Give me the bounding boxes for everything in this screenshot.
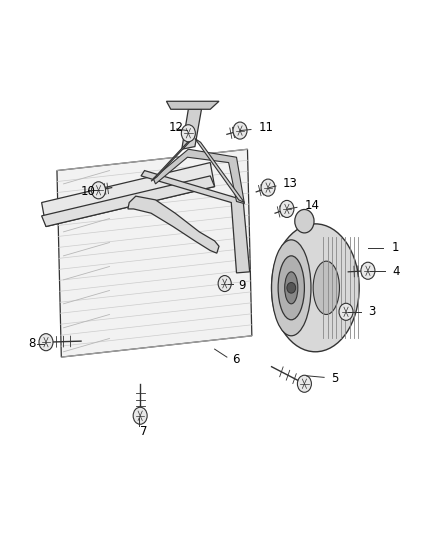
Circle shape <box>297 375 311 392</box>
Circle shape <box>181 125 195 142</box>
Circle shape <box>92 182 106 199</box>
Text: 10: 10 <box>81 185 96 198</box>
Polygon shape <box>57 149 252 357</box>
Text: 3: 3 <box>368 305 375 318</box>
Polygon shape <box>151 139 193 181</box>
Circle shape <box>280 200 294 217</box>
Text: 6: 6 <box>232 353 240 366</box>
Circle shape <box>218 276 231 292</box>
Polygon shape <box>195 139 244 203</box>
Ellipse shape <box>272 240 311 336</box>
Text: 9: 9 <box>239 279 246 292</box>
Circle shape <box>339 303 353 320</box>
Text: 5: 5 <box>331 372 338 385</box>
Polygon shape <box>166 101 219 109</box>
Polygon shape <box>182 109 201 149</box>
Text: 4: 4 <box>392 265 399 278</box>
Text: 14: 14 <box>304 199 319 212</box>
Polygon shape <box>42 163 215 227</box>
Ellipse shape <box>285 272 298 304</box>
Polygon shape <box>153 149 244 204</box>
Text: 7: 7 <box>140 425 148 438</box>
Text: 8: 8 <box>28 337 36 350</box>
Polygon shape <box>128 196 219 253</box>
Text: 11: 11 <box>258 122 273 134</box>
Text: 13: 13 <box>283 177 297 190</box>
Ellipse shape <box>278 256 304 320</box>
Ellipse shape <box>272 224 359 352</box>
Circle shape <box>361 262 375 279</box>
Polygon shape <box>42 176 215 227</box>
Polygon shape <box>141 171 250 273</box>
Circle shape <box>287 282 296 293</box>
Circle shape <box>233 122 247 139</box>
Ellipse shape <box>313 261 339 314</box>
Text: 12: 12 <box>169 122 184 134</box>
Circle shape <box>39 334 53 351</box>
Circle shape <box>133 407 147 424</box>
Text: 1: 1 <box>392 241 399 254</box>
Circle shape <box>261 179 275 196</box>
Circle shape <box>295 209 314 233</box>
